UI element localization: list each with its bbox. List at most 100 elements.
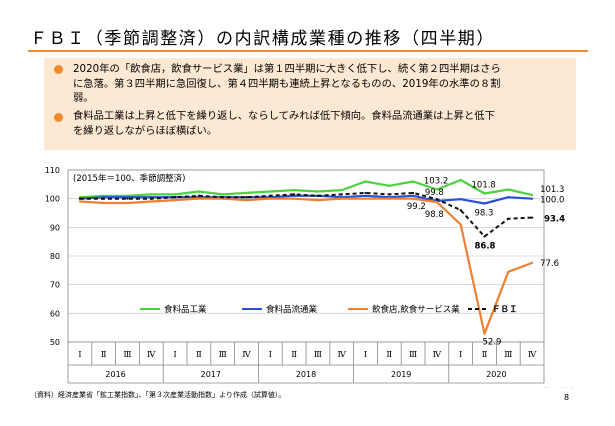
series-0-point — [245, 191, 248, 195]
quarter-tick-label: Ⅰ — [173, 350, 176, 360]
series-2-point — [483, 332, 486, 335]
series-3-point — [78, 197, 81, 200]
series-2-point — [126, 201, 129, 205]
y-tick-label: 50 — [50, 338, 60, 347]
quarter-tick-label: Ⅱ — [101, 350, 107, 360]
series-0-point — [435, 188, 438, 191]
quarter-tick-label: Ⅳ — [528, 350, 537, 360]
series-3-point — [102, 197, 105, 200]
quarter-tick-label: Ⅲ — [314, 350, 322, 360]
series-2-point — [150, 200, 153, 203]
series-3-point — [150, 197, 153, 200]
series-3-point — [483, 235, 486, 238]
series-0-point — [150, 193, 153, 196]
quarter-tick-label: Ⅰ — [364, 350, 367, 360]
quarter-tick-label: Ⅱ — [386, 350, 392, 360]
series-1-point — [531, 197, 534, 200]
data-label: 86.8 — [475, 242, 496, 252]
data-label: 100.0 — [540, 196, 564, 206]
series-1-point — [459, 198, 462, 201]
series-line-2 — [79, 197, 533, 335]
series-3-point — [316, 194, 319, 197]
summary-box: 2020年の「飲食店，飲食サービス業」は第１四半期に大きく低下し、続く第２四半期… — [44, 58, 576, 150]
series-3-point — [126, 197, 129, 200]
series-3-point — [197, 194, 200, 197]
page-number: 8 — [564, 393, 570, 402]
quarter-tick-label: Ⅲ — [123, 350, 131, 360]
quarter-tick-label: Ⅰ — [269, 350, 272, 360]
quarter-tick-label: Ⅰ — [78, 350, 81, 360]
series-0-point — [459, 178, 462, 182]
quarter-tick-label: Ⅳ — [147, 350, 156, 360]
summary-1-line-1: 2020年の「飲食店，飲食サービス業」は第１四半期に大きく低下し、続く第２四半期… — [73, 63, 501, 75]
summary-text-1: 2020年の「飲食店，飲食サービス業」は第１四半期に大きく低下し、続く第２四半期… — [73, 62, 568, 106]
series-3-point — [459, 209, 462, 212]
series-0-point — [221, 193, 224, 196]
series-0-point — [483, 192, 486, 195]
y-tick-label: 110 — [45, 166, 60, 175]
legend-label-2: 飲食店,飲食サービス業 — [372, 304, 460, 315]
series-2-point — [316, 199, 319, 202]
series-2-point — [340, 197, 343, 200]
series-0-point — [507, 188, 510, 191]
page-title: ＦＢＩ（季節調整済）の内訳構成業種の推移（四半期） — [30, 29, 495, 49]
series-3-point — [388, 193, 391, 196]
series-0-point — [531, 193, 534, 197]
series-3-point — [435, 198, 438, 201]
y-tick-label: 80 — [50, 252, 60, 261]
data-label: 93.4 — [544, 215, 565, 225]
series-0-point — [340, 188, 343, 192]
series-3-point — [269, 194, 272, 197]
title-rule — [28, 50, 588, 52]
series-1-point — [483, 202, 486, 205]
data-label: 98.3 — [475, 209, 494, 219]
quarter-tick-label: Ⅱ — [291, 350, 297, 360]
series-3-point — [412, 191, 415, 195]
period-unit-label: （期／年） — [538, 387, 581, 388]
series-1-point — [412, 194, 415, 197]
year-tick-label: 2016 — [105, 370, 125, 379]
data-label: 99.8 — [425, 188, 444, 198]
series-2-point — [269, 197, 272, 200]
year-tick-label: 2019 — [391, 370, 411, 379]
summary-2-line-1: 食料品工業は上昇と低下を繰り返し、ならしてみれば低下傾向。食料品流通業は上昇と低… — [73, 110, 495, 122]
data-label: 103.2 — [424, 176, 448, 186]
source-footnote: （資料）経済産業省「鉱工業指数」、「第３次産業活動指数」より作成（試算値）。 — [30, 391, 286, 399]
data-label: 98.8 — [425, 210, 444, 220]
legend-label-0: 食料品工業 — [164, 304, 207, 315]
data-label: 101.3 — [540, 185, 564, 195]
series-1-point — [507, 196, 510, 199]
series-2-point — [507, 270, 510, 273]
quarter-tick-label: Ⅱ — [482, 350, 488, 360]
y-tick-label: 70 — [50, 281, 60, 290]
series-3-point — [531, 216, 534, 219]
data-label: 77.6 — [540, 259, 559, 269]
summary-1-line-2: に急落。第３四半期に急回復し、第４四半期も連続上昇となるものの、2019年の水準… — [73, 77, 501, 90]
year-tick-label: 2017 — [201, 370, 221, 379]
y-tick-label: 100 — [45, 195, 60, 204]
fbi-line-chart: 50 60 70 80 90 100 110 (2015年＝100、季節調整済) Ⅰ Ⅱ Ⅲ Ⅳ Ⅰ Ⅱ Ⅲ… — [45, 166, 581, 388]
data-label: 52.9 — [483, 338, 502, 348]
quarter-tick-label: Ⅳ — [433, 350, 442, 360]
year-tick-label: 2018 — [296, 370, 316, 379]
bullet-dot-2 — [54, 113, 63, 122]
series-0-point — [269, 190, 272, 193]
series-1-point — [364, 194, 367, 197]
quarter-tick-label: Ⅰ — [459, 350, 462, 360]
series-3-point — [174, 196, 177, 199]
series-3-point — [293, 193, 296, 196]
quarter-tick-label: Ⅳ — [337, 350, 346, 360]
quarter-tick-label: Ⅳ — [242, 350, 251, 360]
series-2-point — [102, 201, 105, 205]
chart-note: (2015年＝100、季節調整済) — [73, 173, 186, 184]
series-2-point — [435, 201, 438, 204]
series-2-point — [412, 197, 415, 200]
series-2-point — [531, 261, 534, 264]
summary-text-2: 食料品工業は上昇と低下を繰り返し、ならしてみれば低下傾向。食料品流通業は上昇と低… — [73, 109, 568, 138]
series-2-point — [459, 223, 462, 226]
series-2-point — [293, 197, 296, 200]
series-2-point — [364, 197, 367, 200]
series-0-point — [293, 188, 296, 192]
summary-1-line-3: 弱。 — [73, 92, 94, 104]
quarter-tick-label: Ⅲ — [219, 350, 227, 360]
